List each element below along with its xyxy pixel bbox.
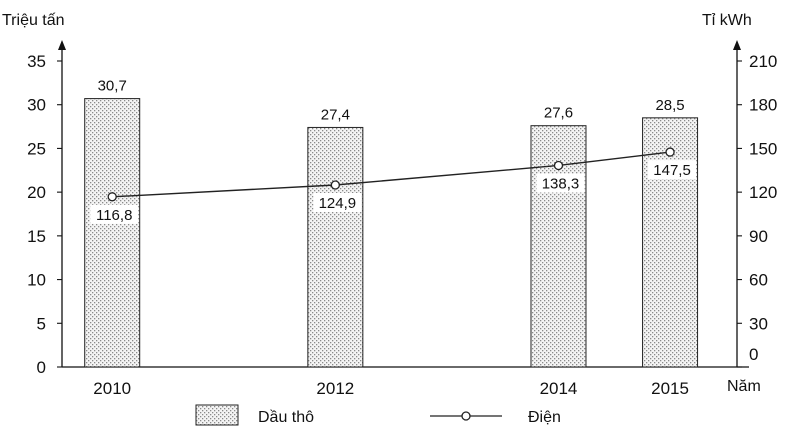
line-point bbox=[107, 192, 117, 202]
left-tick-label: 10 bbox=[27, 271, 46, 290]
left-axis-arrow bbox=[58, 40, 66, 50]
bar bbox=[642, 117, 699, 368]
left-tick-label: 25 bbox=[27, 139, 46, 158]
line-value-label: 116,8 bbox=[96, 207, 132, 224]
legend-bar-label: Dầu thô bbox=[258, 409, 314, 426]
data-labels: 30,7 27,4 27,6 28,5 116,8 124,9 138,3 147,5 bbox=[96, 78, 691, 224]
x-tick-label: 2014 bbox=[540, 379, 578, 398]
left-tick-label: 5 bbox=[37, 314, 46, 333]
right-tick-label: 0 bbox=[749, 345, 758, 364]
left-axis-title: Triệu tấn bbox=[2, 12, 65, 29]
line-value-label: 147,5 bbox=[653, 162, 691, 179]
right-tick-label: 210 bbox=[749, 52, 777, 71]
left-tick-label: 35 bbox=[27, 52, 46, 71]
line-value-label: 138,3 bbox=[542, 175, 580, 192]
x-axis-title: Năm bbox=[727, 378, 761, 395]
x-tick-label: 2015 bbox=[651, 379, 689, 398]
right-axis-title: Tỉ kWh bbox=[702, 12, 752, 29]
right-axis-arrow bbox=[733, 40, 741, 50]
right-tick-label: 90 bbox=[749, 227, 768, 246]
right-tick-label: 180 bbox=[749, 96, 777, 115]
legend-bar-swatch bbox=[195, 404, 239, 426]
line-label-bg bbox=[90, 204, 139, 224]
line-label-bg bbox=[313, 193, 362, 213]
line-point bbox=[553, 160, 564, 171]
bar bbox=[307, 126, 364, 368]
bars bbox=[84, 98, 699, 368]
bar-value-label: 28,5 bbox=[655, 97, 684, 114]
legend-line-marker bbox=[461, 411, 471, 421]
line-point bbox=[330, 180, 340, 190]
left-tick-label: 30 bbox=[27, 96, 46, 115]
line-label-bg bbox=[648, 160, 697, 180]
right-tick-label: 120 bbox=[749, 183, 777, 202]
line-path bbox=[112, 151, 671, 198]
legend: Dầu thô Điện bbox=[195, 404, 561, 426]
left-tick-label: 0 bbox=[37, 358, 46, 377]
line-value-label: 124,9 bbox=[319, 195, 357, 212]
legend-line-label: Điện bbox=[528, 409, 561, 426]
x-tick-label: 2010 bbox=[93, 379, 131, 398]
x-tick-label: 2012 bbox=[316, 379, 354, 398]
line-label-bg bbox=[536, 173, 585, 193]
line-series bbox=[90, 147, 697, 224]
left-tick-label: 20 bbox=[27, 183, 46, 202]
bar-value-label: 30,7 bbox=[98, 78, 127, 95]
left-tick-label: 15 bbox=[27, 227, 46, 246]
axes: 0 5 10 15 20 25 30 35 0 30 60 90 120 150 180 210 2010 201… bbox=[27, 40, 777, 398]
bar-value-label: 27,4 bbox=[321, 106, 350, 123]
bar-value-label: 27,6 bbox=[544, 105, 573, 122]
right-tick-label: 60 bbox=[749, 271, 768, 290]
line-point bbox=[665, 147, 675, 157]
right-tick-label: 150 bbox=[749, 139, 777, 158]
bar bbox=[84, 98, 141, 368]
right-tick-label: 30 bbox=[749, 314, 768, 333]
